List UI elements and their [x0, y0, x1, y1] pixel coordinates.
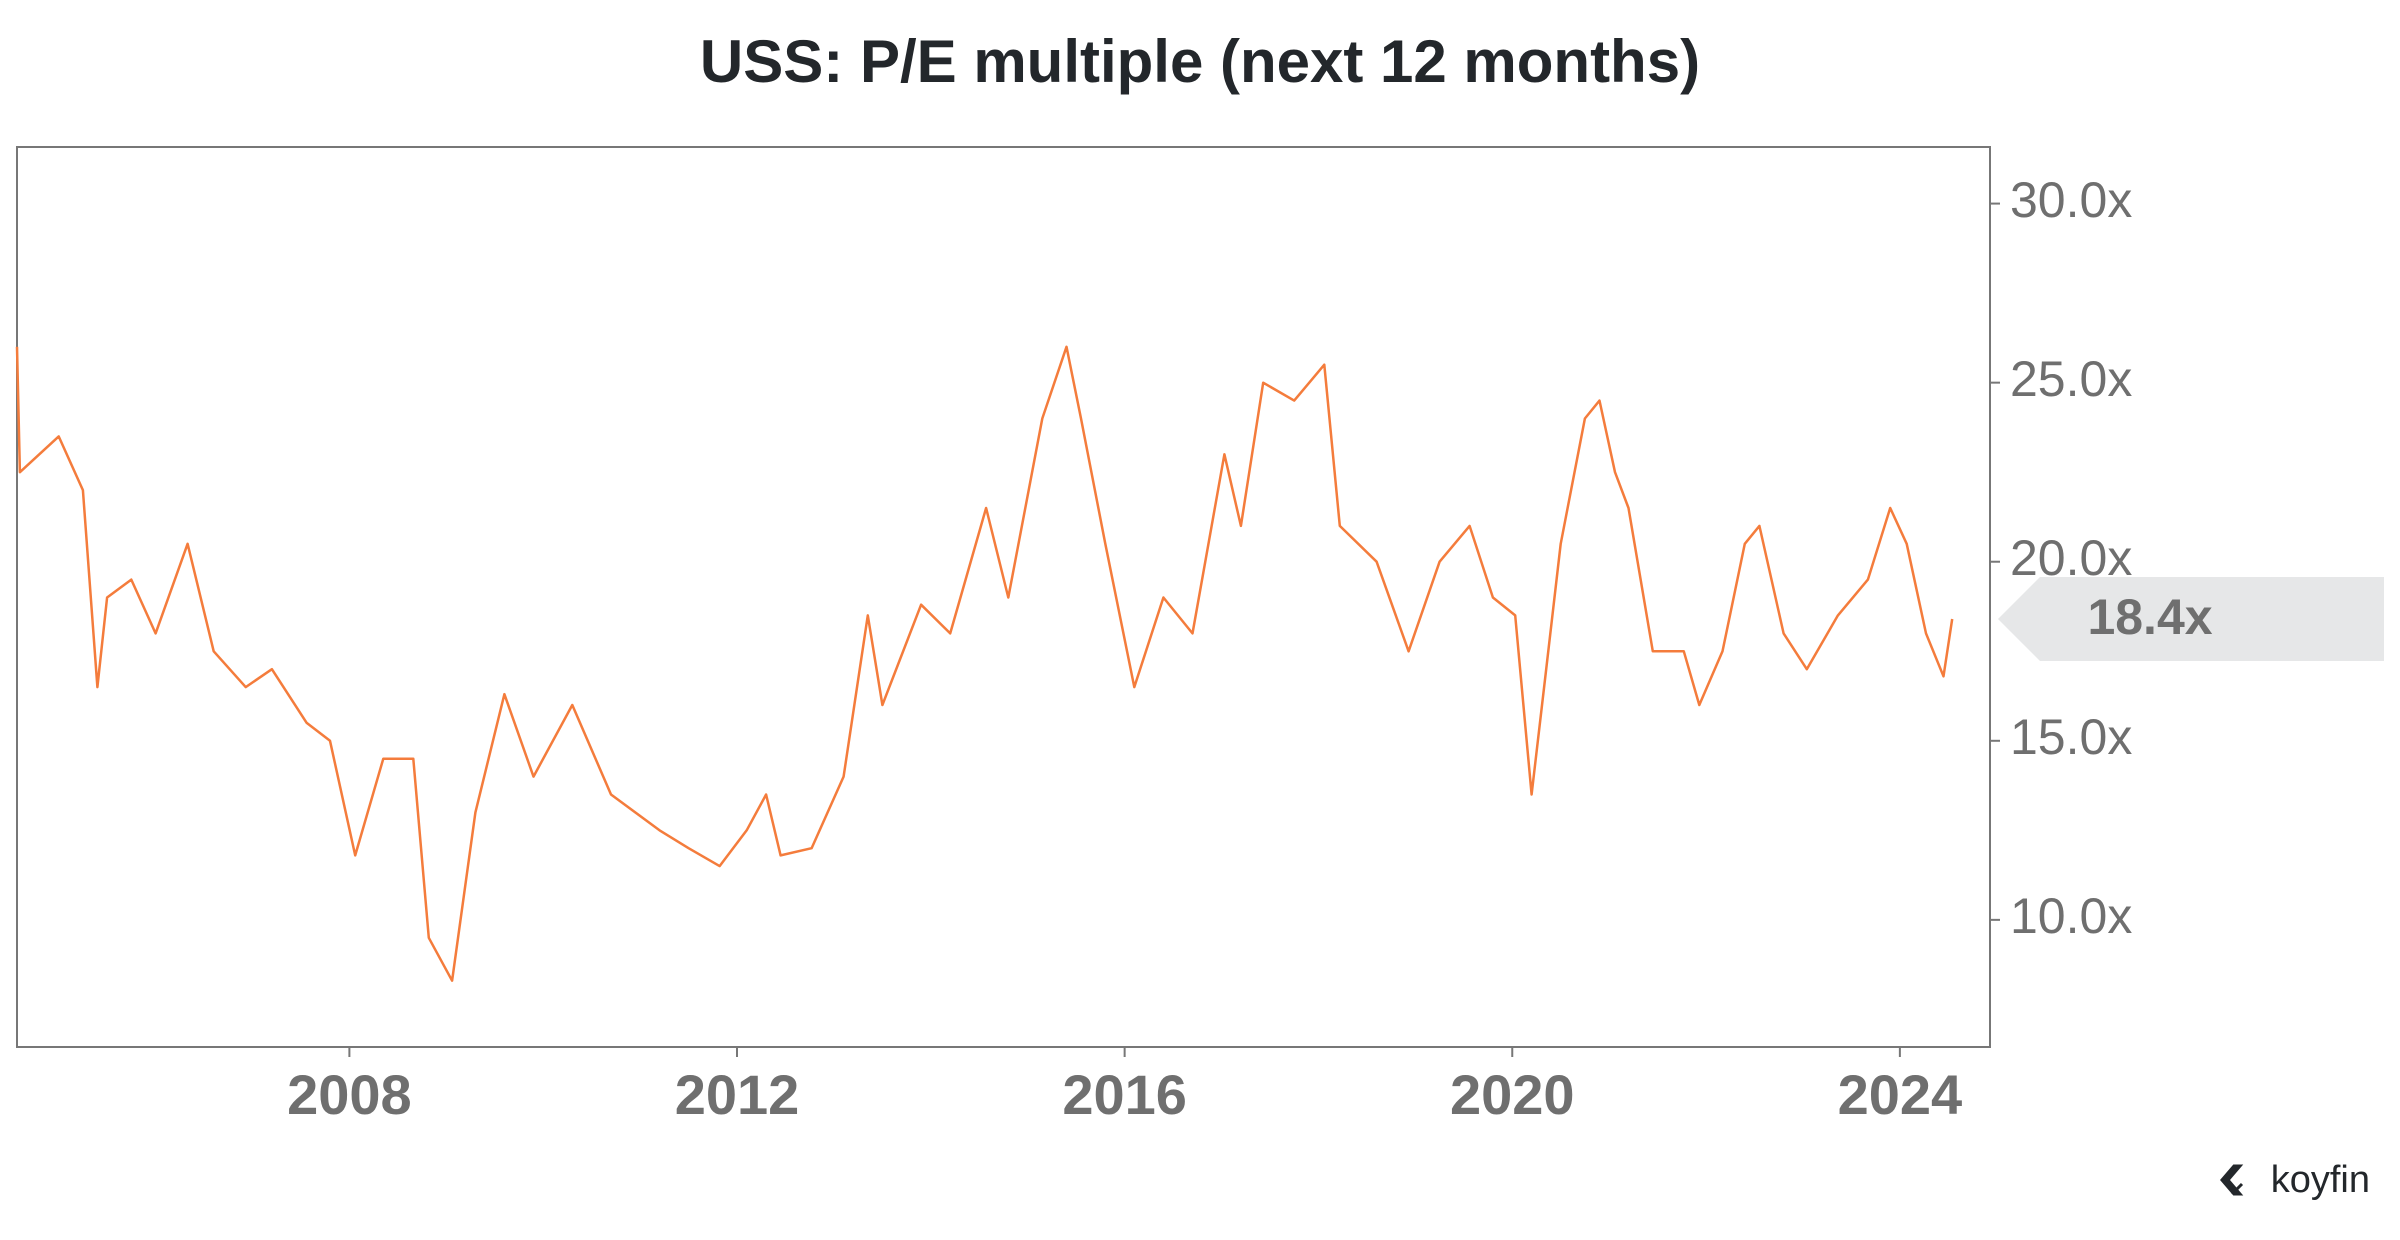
x-tick-label: 2012: [675, 1063, 800, 1126]
y-tick-label: 10.0x: [2010, 888, 2132, 944]
logo-icon: [2220, 1164, 2244, 1196]
last-value-label: 18.4x: [2087, 589, 2212, 645]
x-tick-label: 2020: [1450, 1063, 1575, 1126]
y-tick-label: 25.0x: [2010, 351, 2132, 407]
y-tick-label: 15.0x: [2010, 709, 2132, 765]
y-tick-label: 30.0x: [2010, 172, 2132, 228]
plot-frame: [16, 146, 1991, 1048]
last-value-marker: [1998, 577, 2384, 662]
series-line: [15, 345, 1954, 982]
x-tick-label: 2024: [1838, 1063, 1963, 1126]
chart-title: USS: P/E multiple (next 12 months): [700, 28, 1700, 95]
x-tick-label: 2008: [287, 1063, 412, 1126]
brand: koyfin: [2271, 1159, 2370, 1201]
x-tick-label: 2016: [1062, 1063, 1187, 1126]
y-tick-label: 20.0x: [2010, 530, 2132, 586]
